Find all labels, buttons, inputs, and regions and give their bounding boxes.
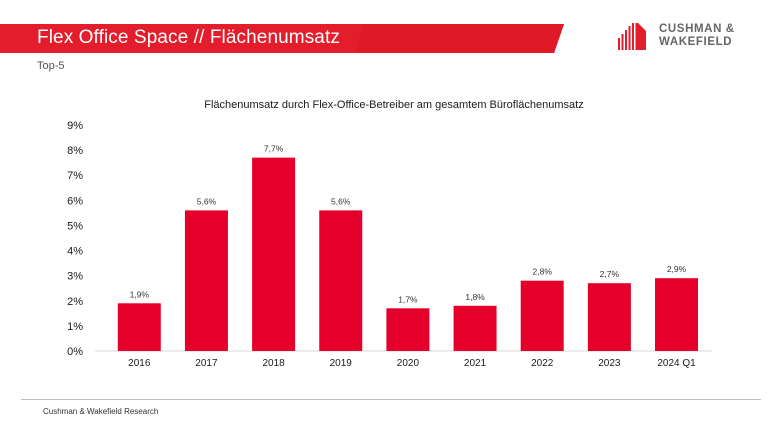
y-tick-label: 3% [67,271,83,283]
x-tick-label: 2019 [330,358,353,369]
x-tick-label: 2022 [531,358,554,369]
header-band [0,24,564,53]
y-tick-label: 5% [67,220,83,232]
footer-divider [21,399,761,400]
y-tick-label: 7% [67,170,83,182]
data-label: 1,7% [398,294,418,304]
data-label: 5,6% [197,196,217,206]
bar-2017 [184,210,228,351]
bar-2016 [117,303,161,351]
building-logo-icon [618,23,646,50]
bar-2021 [453,305,497,351]
x-tick-label: 2020 [397,358,420,369]
x-tick-label: 2021 [464,358,487,369]
data-label: 2,7% [600,269,620,279]
data-label: 2,8% [533,267,553,277]
x-tick-label: 2017 [195,358,218,369]
bar-2023 [587,283,631,351]
y-tick-label: 2% [67,296,83,308]
y-tick-label: 8% [67,145,83,157]
data-label: 5,6% [331,196,351,206]
brand-logo-text: CUSHMAN & WAKEFIELD [659,23,735,48]
bar-2022 [520,280,564,351]
bar-2018 [252,157,296,351]
x-tick-label: 2023 [598,358,621,369]
page-subtitle: Top-5 [37,60,65,72]
y-tick-label: 0% [67,346,83,358]
logo-line-2: WAKEFIELD [659,35,733,48]
bar-2020 [386,308,430,351]
x-tick-label: 2018 [262,358,285,369]
bar-2019 [319,210,363,351]
chart-title: Flächenumsatz durch Flex-Office-Betreibe… [204,99,583,111]
x-tick-label: 2016 [128,358,151,369]
y-tick-label: 1% [67,321,83,333]
x-tick-label: 2024 Q1 [657,358,696,369]
data-label: 7,7% [264,144,284,154]
y-tick-label: 4% [67,246,83,258]
footer-source: Cushman & Wakefield Research [43,407,159,416]
bar-2024-q1 [655,278,699,351]
data-label: 1,9% [130,289,150,299]
data-label: 2,9% [667,264,687,274]
data-label: 1,8% [465,292,485,302]
y-tick-label: 6% [67,195,83,207]
y-tick-label: 9% [67,120,83,132]
page-title: Flex Office Space // Flächenumsatz [37,27,340,48]
logo-line-1: CUSHMAN & [659,23,735,35]
